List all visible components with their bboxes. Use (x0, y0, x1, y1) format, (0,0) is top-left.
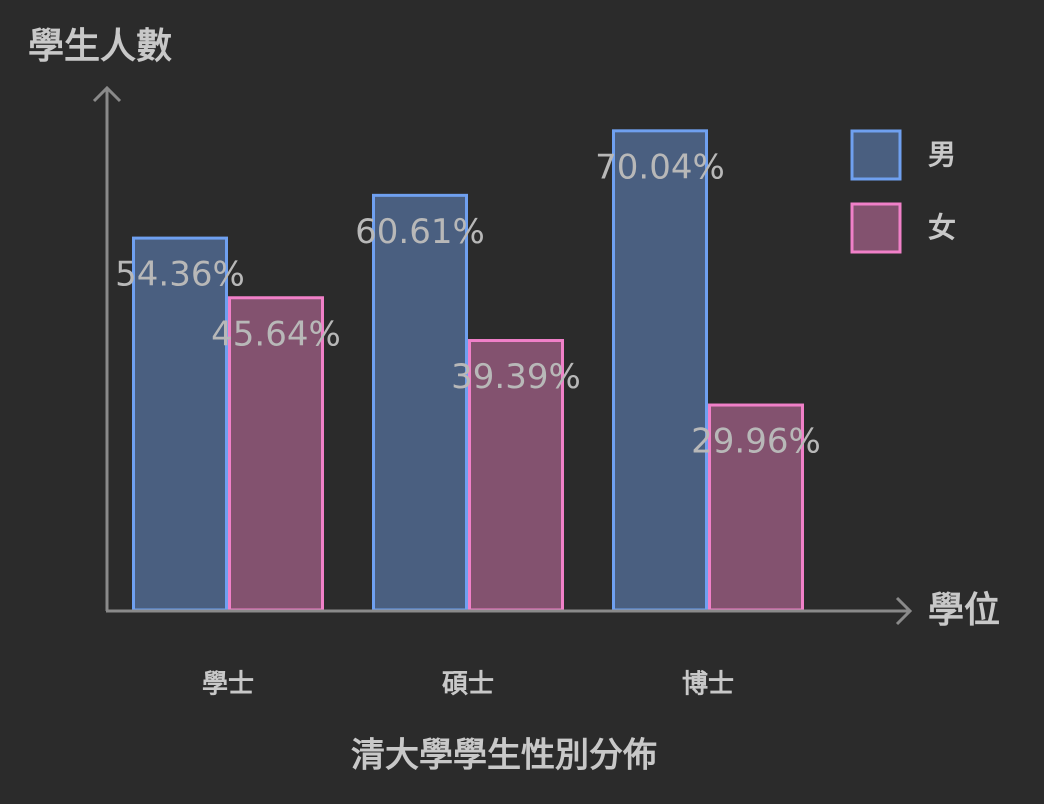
legend-swatch (850, 129, 902, 181)
chart-title: 清大學學生性別分佈 (351, 736, 657, 776)
x-axis-label: 學位 (928, 590, 1000, 631)
data-label: 29.96% (691, 422, 821, 462)
bar (228, 296, 324, 612)
plot (132, 129, 804, 612)
bar (132, 236, 228, 612)
y-axis-label: 學生人數 (28, 26, 172, 67)
data-label: 54.36% (115, 255, 245, 295)
x-tick-label: 博士 (682, 670, 734, 700)
y-axis-arrow (92, 85, 122, 103)
data-label: 60.61% (355, 212, 485, 252)
bar (612, 129, 708, 612)
legend-label: 男 (928, 138, 956, 171)
legend-swatch (850, 202, 902, 254)
x-axis-arrow (895, 596, 913, 626)
bar (372, 193, 468, 612)
legend-label: 女 (928, 211, 956, 244)
data-label: 39.39% (451, 357, 581, 397)
data-label: 45.64% (211, 314, 341, 354)
x-tick-label: 碩士 (442, 670, 494, 700)
axes (92, 85, 913, 626)
x-tick-label: 學士 (202, 670, 254, 700)
data-label: 70.04% (595, 147, 725, 187)
